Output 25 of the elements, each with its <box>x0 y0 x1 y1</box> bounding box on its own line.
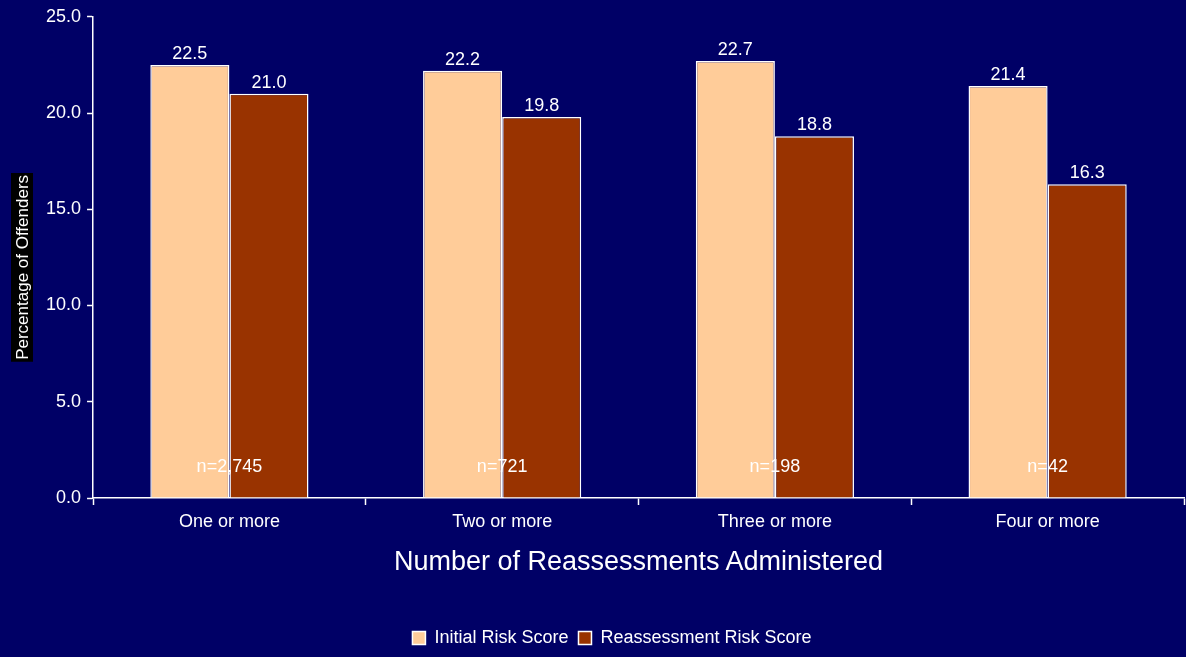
x-tick-label: One or more <box>178 510 280 531</box>
y-tick-label: 0.0 <box>56 486 82 507</box>
data-label: 22.2 <box>445 48 481 69</box>
y-tick-label: 5.0 <box>56 390 82 411</box>
legend-label: Initial Risk Score <box>434 626 569 647</box>
data-label: 16.3 <box>1069 162 1105 183</box>
legend-label: Reassessment Risk Score <box>600 626 812 647</box>
annotation: n=42 <box>1027 455 1068 476</box>
data-label: 21.0 <box>251 71 287 92</box>
y-axis-title: Percentage of Offenders <box>12 174 32 360</box>
data-label: 21.4 <box>990 64 1026 85</box>
x-tick-label: Three or more <box>717 510 832 531</box>
y-tick-label: 25.0 <box>45 5 82 26</box>
x-tick-label: Two or more <box>452 510 553 531</box>
x-tick-label: Four or more <box>995 510 1100 531</box>
data-label: 22.5 <box>172 42 208 63</box>
data-label: 22.7 <box>717 39 753 60</box>
data-label: 18.8 <box>796 114 832 135</box>
y-tick-label: 10.0 <box>45 294 82 315</box>
y-tick-label: 15.0 <box>45 198 82 219</box>
annotation: n=2,745 <box>196 455 263 476</box>
y-tick-label: 20.0 <box>45 102 82 123</box>
annotation: n=721 <box>476 455 528 476</box>
x-axis-title: Number of Reassessments Administered <box>393 546 884 577</box>
data-label: 19.8 <box>524 94 560 115</box>
